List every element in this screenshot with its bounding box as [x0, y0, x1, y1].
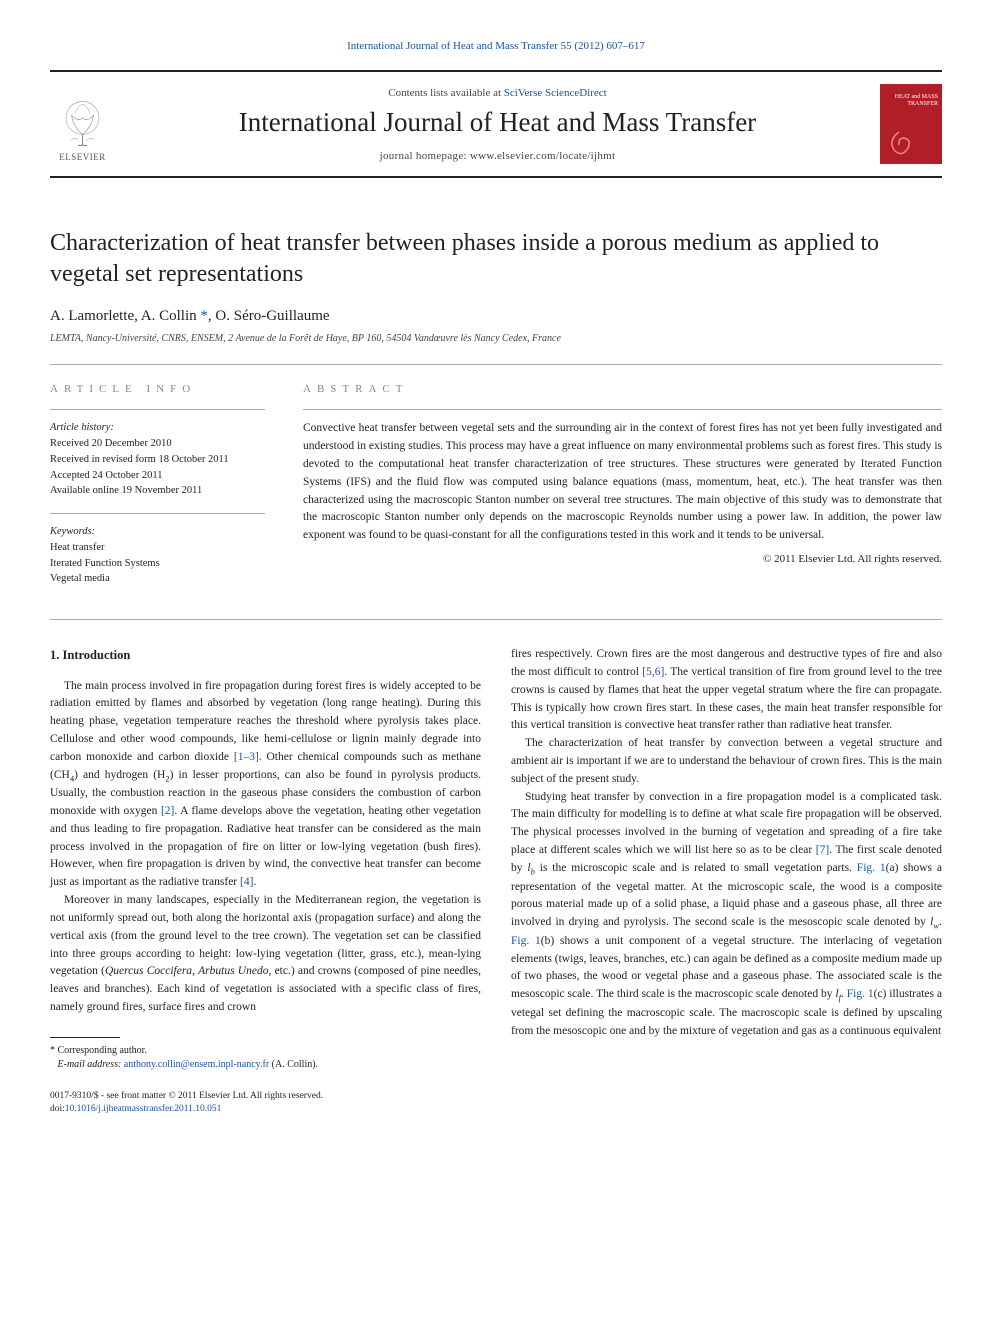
left-column: 1. Introduction The main process involve…: [50, 646, 481, 1116]
history-line: Available online 19 November 2011: [50, 483, 265, 499]
divider: [50, 364, 942, 365]
affiliation: LEMTA, Nancy-Université, CNRS, ENSEM, 2 …: [50, 333, 942, 344]
footnote-block: * Corresponding author. E-mail address: …: [50, 1037, 481, 1117]
journal-masthead: ELSEVIER Contents lists available at Sci…: [50, 70, 942, 178]
divider: [303, 409, 942, 410]
keyword: Heat transfer: [50, 540, 265, 556]
abstract-heading: ABSTRACT: [303, 383, 942, 395]
divider: [50, 409, 265, 410]
keywords-label: Keywords:: [50, 524, 265, 540]
divider: [50, 513, 265, 514]
copyright-footer: 0017-9310/$ - see front matter © 2011 El…: [50, 1090, 481, 1117]
email-link[interactable]: anthony.collin@ensem.inpl-nancy.fr: [124, 1059, 269, 1070]
journal-homepage: journal homepage: www.elsevier.com/locat…: [133, 150, 862, 162]
body-paragraph: The characterization of heat transfer by…: [511, 735, 942, 788]
section-heading: 1. Introduction: [50, 646, 481, 665]
article-info-column: ARTICLE INFO Article history: Received 2…: [50, 383, 265, 601]
right-column: fires respectively. Crown fires are the …: [511, 646, 942, 1116]
body-paragraph: Studying heat transfer by convection in …: [511, 789, 942, 1041]
corresponding-footnote: * Corresponding author.: [50, 1044, 481, 1058]
contents-lists-line: Contents lists available at SciVerse Sci…: [133, 87, 862, 99]
doi-link[interactable]: 10.1016/j.ijheatmasstransfer.2011.10.051: [65, 1104, 222, 1114]
history-line: Accepted 24 October 2011: [50, 468, 265, 484]
elsevier-name: ELSEVIER: [59, 152, 106, 162]
footnote-rule: [50, 1037, 120, 1038]
journal-title: International Journal of Heat and Mass T…: [133, 107, 862, 138]
journal-cover-thumb: HEAT and MASS TRANSFER: [880, 84, 942, 164]
elsevier-tree-icon: [55, 95, 110, 150]
body-paragraph: Moreover in many landscapes, especially …: [50, 892, 481, 1017]
article-title: Characterization of heat transfer betwee…: [50, 228, 942, 290]
abstract-text: Convective heat transfer between vegetal…: [303, 420, 942, 545]
journal-reference: International Journal of Heat and Mass T…: [50, 40, 942, 52]
divider: [50, 619, 942, 620]
body-two-column: 1. Introduction The main process involve…: [50, 646, 942, 1116]
history-line: Received 20 December 2010: [50, 436, 265, 452]
keyword: Vegetal media: [50, 571, 265, 587]
sciencedirect-link[interactable]: SciVerse ScienceDirect: [504, 87, 607, 99]
abstract-column: ABSTRACT Convective heat transfer betwee…: [303, 383, 942, 601]
body-paragraph: fires respectively. Crown fires are the …: [511, 646, 942, 735]
author-list: A. Lamorlette, A. Collin *, O. Séro-Guil…: [50, 308, 942, 325]
cover-swirl-icon: [884, 130, 914, 160]
article-info-heading: ARTICLE INFO: [50, 383, 265, 395]
history-line: Received in revised form 18 October 2011: [50, 452, 265, 468]
keyword: Iterated Function Systems: [50, 556, 265, 572]
abstract-copyright: © 2011 Elsevier Ltd. All rights reserved…: [303, 553, 942, 565]
cover-title-text: HEAT and MASS TRANSFER: [884, 94, 938, 107]
body-paragraph: The main process involved in fire propag…: [50, 678, 481, 893]
email-footnote: E-mail address: anthony.collin@ensem.inp…: [50, 1058, 481, 1072]
elsevier-logo: ELSEVIER: [50, 87, 115, 162]
history-label: Article history:: [50, 420, 265, 436]
